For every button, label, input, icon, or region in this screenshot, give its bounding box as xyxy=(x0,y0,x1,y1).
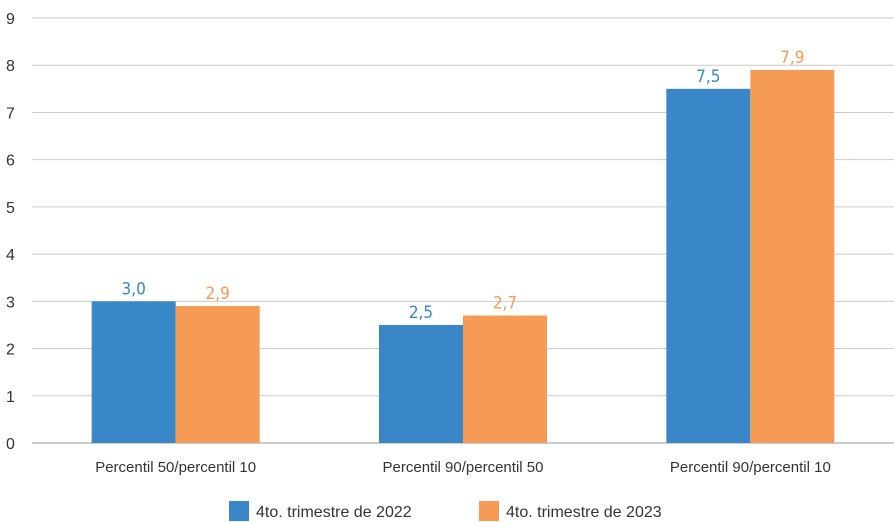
x-category-label: Percentil 50/percentil 10 xyxy=(95,459,256,476)
y-tick-label: 0 xyxy=(6,436,15,453)
y-tick-label: 6 xyxy=(6,153,15,170)
legend-label: 4to. trimestre de 2022 xyxy=(256,504,412,521)
data-label: 2,9 xyxy=(206,284,230,304)
y-tick-label: 8 xyxy=(6,58,15,75)
legend-swatch xyxy=(479,501,499,521)
data-label: 2,7 xyxy=(493,294,517,314)
bars xyxy=(91,69,835,443)
y-tick-label: 9 xyxy=(6,11,15,28)
bar xyxy=(463,315,547,443)
y-axis-ticks: 0 1 2 3 4 5 6 7 8 9 xyxy=(6,11,15,453)
y-tick-label: 2 xyxy=(6,342,15,359)
y-tick-label: 1 xyxy=(6,389,15,406)
y-tick-label: 7 xyxy=(6,105,15,122)
x-axis-categories: Percentil 50/percentil 10 Percentil 90/pe… xyxy=(95,459,831,476)
legend-label: 4to. trimestre de 2023 xyxy=(506,504,662,521)
data-labels: 3,0 2,9 2,5 2,7 7,5 7,9 xyxy=(122,48,805,323)
legend-swatch xyxy=(229,501,249,521)
x-category-label: Percentil 90/percentil 10 xyxy=(670,459,831,476)
y-tick-label: 4 xyxy=(6,247,15,264)
data-label: 7,9 xyxy=(780,48,804,68)
x-category-label: Percentil 90/percentil 50 xyxy=(383,459,544,476)
bar xyxy=(666,88,751,443)
y-tick-label: 5 xyxy=(6,200,15,217)
data-label: 3,0 xyxy=(122,279,146,299)
bar xyxy=(91,301,176,443)
bar xyxy=(750,69,835,443)
data-label: 2,5 xyxy=(409,303,433,323)
legend: 4to. trimestre de 2022 4to. trimestre de … xyxy=(229,501,662,521)
y-tick-label: 3 xyxy=(6,294,15,311)
bar xyxy=(175,306,260,443)
data-label: 7,5 xyxy=(696,67,720,87)
bar xyxy=(379,324,463,443)
